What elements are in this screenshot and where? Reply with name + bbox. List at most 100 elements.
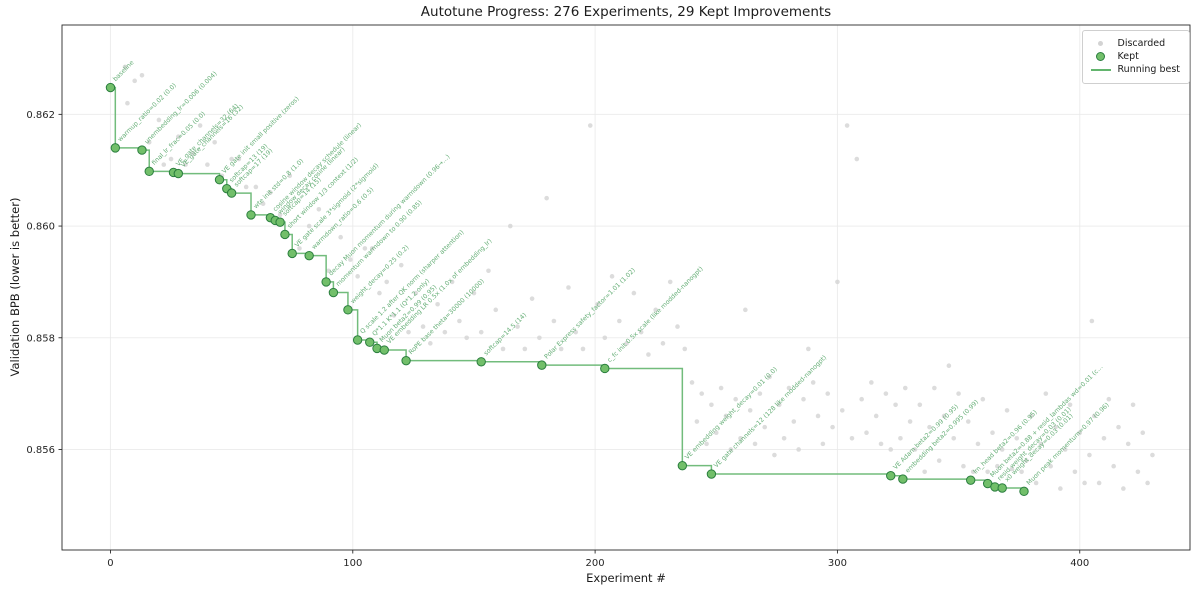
legend: Discarded Kept Running best [1081,30,1190,84]
discarded-point [660,341,666,346]
discarded-point [893,402,898,408]
discarded-point [573,329,579,335]
discarded-point [617,318,622,324]
discarded-point [413,290,419,296]
discarded-point [132,78,137,84]
discarded-point [932,385,937,391]
discarded-point [253,184,259,190]
discarded-point [609,274,615,279]
legend-label-discarded: Discarded [1117,38,1166,49]
discarded-point [801,396,806,402]
y-tick-label: 0.860 [26,222,55,233]
discarded-point [917,402,923,408]
discarded-point [1082,480,1087,486]
discarded-point [478,329,484,335]
discarded-point [970,469,976,475]
discarded-point [699,391,705,396]
discarded-point [197,123,203,128]
discarded-point [873,413,879,419]
kept-point [1019,486,1029,497]
kept-point [275,217,285,227]
x-tick-label: 400 [1070,558,1089,569]
discarded-point [1135,469,1141,475]
discarded-point [449,279,455,285]
discarded-point [1089,318,1095,324]
discarded-point [464,335,469,341]
kept-point [600,363,610,374]
discarded-point [888,447,894,452]
discarded-point [176,134,181,140]
discarded-point [1062,447,1068,452]
discarded-point [1111,463,1116,469]
discarded-point [362,246,368,251]
x-tick-label: 300 [828,558,847,569]
kept-annotation: embedding beta2=0.995 (0.99) [904,399,980,475]
discarded-point [1072,469,1078,475]
discarded-point [161,162,167,167]
kept-point [997,483,1007,493]
kept-point [966,475,976,485]
legend-label-running-best: Running best [1117,64,1181,75]
discarded-point [638,329,644,335]
discarded-point [1121,486,1126,491]
discarded-point [1048,463,1053,469]
discarded-point [728,447,734,452]
discarded-point [338,234,343,240]
kept-point [280,229,290,240]
discarded-point [183,162,188,167]
discarded-point [190,151,196,156]
discarded-point [1067,402,1073,408]
discarded-point [435,301,440,307]
discarded-point [806,346,811,352]
discarded-point [398,262,404,268]
x-tick-label: 100 [343,558,362,569]
discarded-point [551,318,557,324]
kept-point [137,145,147,155]
discarded-point [1019,469,1024,475]
discarded-point [830,424,835,430]
discarded-point [515,324,520,329]
discarded-point [854,156,860,162]
discarded-point [146,139,152,145]
discarded-point [326,268,331,274]
discarded-point [723,413,729,419]
discarded-point [406,329,411,335]
discarded-point [951,435,957,441]
discarded-point [260,201,266,207]
discarded-point [956,391,961,396]
kept-point [886,471,896,481]
kept-point [105,82,116,93]
discarded-point [786,385,792,391]
discarded-point [878,441,884,447]
kept-point [343,305,353,315]
discarded-point [348,257,353,262]
discarded-point [849,435,855,441]
discarded-point [1038,441,1044,447]
discarded-point [1087,452,1092,458]
discarded-point [781,435,787,441]
discarded-point [537,335,542,341]
discarded-point [772,452,777,458]
discarded-point [1145,480,1150,486]
legend-label-kept: Kept [1117,51,1139,62]
kept-point [110,143,121,153]
discarded-point [791,419,797,424]
kept-point [304,250,314,261]
discarded-point [500,346,506,352]
discarded-point [1150,452,1155,458]
y-tick-label: 0.856 [26,445,55,456]
discarded-marker-icon [1090,41,1112,46]
discarded-point [980,396,986,402]
kept-annotation: softcap=14.5 (14) [483,312,528,357]
discarded-point [653,307,658,313]
discarded-point [767,374,772,380]
discarded-point [369,246,375,251]
discarded-point [1140,430,1146,436]
discarded-point [883,391,889,396]
discarded-point [391,313,397,318]
discarded-point [999,447,1005,452]
discarded-point [835,279,840,285]
discarded-point [796,447,801,452]
y-tick-label: 0.862 [26,110,55,121]
discarded-point [507,223,513,229]
